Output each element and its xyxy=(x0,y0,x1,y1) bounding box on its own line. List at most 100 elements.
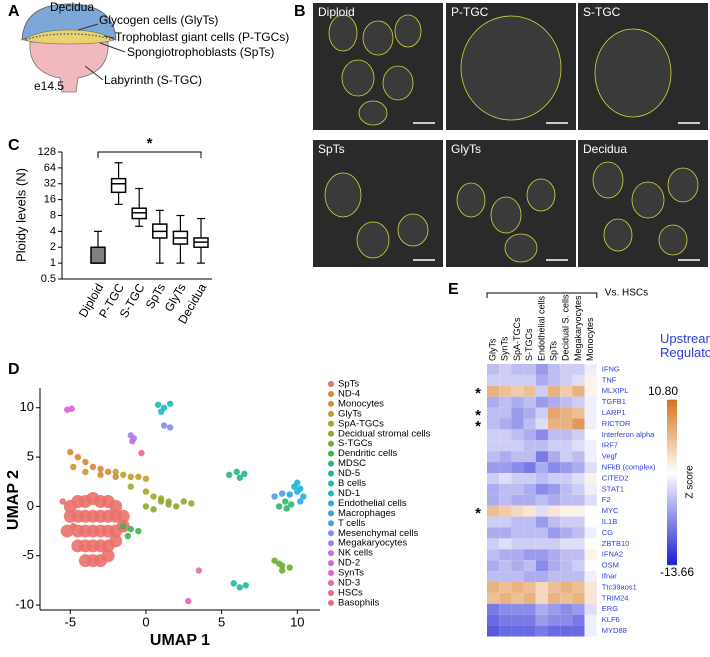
heatmap-cell xyxy=(499,483,512,495)
row-label: F2 xyxy=(602,495,611,504)
point xyxy=(120,522,127,530)
y-tick-label: 128 xyxy=(38,146,56,158)
point xyxy=(89,463,97,471)
y-tick-label: 2 xyxy=(50,241,56,253)
heatmap-cell xyxy=(523,549,536,561)
micrograph-label: S-TGC xyxy=(583,5,621,19)
point xyxy=(230,580,237,587)
heatmap-cell xyxy=(487,592,500,604)
heatmap-cell xyxy=(511,473,524,484)
heatmap-cell xyxy=(584,538,597,550)
heatmap-cell xyxy=(572,407,585,419)
heatmap-cell xyxy=(487,440,500,452)
heatmap-cell xyxy=(535,462,548,473)
heatmap-cell xyxy=(487,614,500,626)
point xyxy=(286,491,293,498)
heatmap-cell xyxy=(487,527,500,539)
heatmap-cell xyxy=(548,516,561,528)
heatmap-cell xyxy=(511,549,524,561)
heatmap-cell xyxy=(535,505,548,517)
heatmap-cell xyxy=(511,418,524,430)
point xyxy=(135,527,142,535)
y-tick-label: 64 xyxy=(44,162,56,174)
legend-label: ND-5 xyxy=(338,468,360,479)
heatmap-cell xyxy=(499,614,512,626)
heatmap-cell xyxy=(560,549,573,561)
row-label: TRIM24 xyxy=(602,593,629,602)
row-label: ERG xyxy=(602,604,618,613)
heatmap-cell xyxy=(487,505,500,517)
point xyxy=(59,498,66,505)
heatmap-cell xyxy=(535,473,548,484)
heatmap-cell xyxy=(584,440,597,452)
legend-label: MDSC xyxy=(338,458,366,469)
heatmap-cell xyxy=(572,549,585,561)
heatmap-cell xyxy=(535,396,548,408)
point xyxy=(74,453,82,461)
point xyxy=(225,471,233,479)
legend-swatch xyxy=(328,570,334,577)
column-bracket xyxy=(486,292,598,298)
heatmap-cell xyxy=(548,374,561,386)
legend-swatch xyxy=(328,460,334,467)
heatmap-cell xyxy=(548,560,561,572)
panel-label: D xyxy=(8,361,20,378)
point xyxy=(288,501,295,508)
cell-outline xyxy=(358,100,388,126)
legend-label: HSCs xyxy=(338,587,363,598)
point xyxy=(142,488,150,495)
heatmap-cell xyxy=(535,429,548,441)
legend-swatch xyxy=(328,530,334,537)
point xyxy=(271,557,278,564)
cell-outline xyxy=(362,20,394,56)
heatmap-cell xyxy=(499,505,512,517)
heatmap-cell xyxy=(487,538,500,550)
heatmap-cell xyxy=(560,516,573,528)
heatmap-cell xyxy=(523,538,536,550)
heatmap-cell xyxy=(535,418,548,430)
heatmap-cell xyxy=(499,396,512,408)
point xyxy=(275,503,283,510)
point xyxy=(129,438,136,445)
heatmap-cell xyxy=(523,592,536,604)
y-tick-label: 8 xyxy=(50,209,56,221)
heatmap-cell xyxy=(584,385,597,397)
heatmap-cell xyxy=(487,374,500,386)
y-tick-label: 16 xyxy=(44,194,56,206)
row-label: CITED2 xyxy=(602,473,629,482)
x-tick-label: 10 xyxy=(290,614,304,629)
heatmap-cell xyxy=(511,582,524,593)
heatmap-cell xyxy=(487,396,500,408)
row-label: Ttc39aos1 xyxy=(602,582,637,591)
diagram-label: Glycogen cells (GlyTs) xyxy=(99,13,218,27)
legend-swatch xyxy=(328,400,334,407)
legend-swatch xyxy=(328,589,334,596)
giant-cell-layer xyxy=(25,33,113,41)
point xyxy=(112,473,119,480)
comparison-label: Vs. HSCs xyxy=(605,288,648,299)
placenta-diagram xyxy=(21,3,126,93)
column-label: SynTs xyxy=(500,336,510,361)
heatmap-cell xyxy=(584,614,597,626)
heatmap-cell xyxy=(535,516,548,528)
heatmap-cell xyxy=(511,516,524,528)
heatmap-cell xyxy=(560,418,573,430)
heatmap-cell xyxy=(523,418,536,430)
heatmap-cell xyxy=(499,538,512,550)
heatmap-cell xyxy=(560,462,573,473)
heatmap-cell xyxy=(511,560,524,572)
heatmap-cell xyxy=(560,374,573,386)
heatmap-cell xyxy=(523,462,536,473)
heatmap-cell xyxy=(548,429,561,441)
heatmap-cell xyxy=(523,560,536,572)
point xyxy=(278,490,286,497)
legend-label: Macrophages xyxy=(338,508,396,519)
heatmap-cell xyxy=(499,582,512,593)
heatmap-cell xyxy=(584,625,597,637)
legend-swatch xyxy=(328,580,334,586)
heatmap-cell xyxy=(487,571,500,582)
cell-outline xyxy=(504,233,538,263)
legend-label: ND-2 xyxy=(338,558,360,569)
heatmap-cell xyxy=(487,516,500,528)
